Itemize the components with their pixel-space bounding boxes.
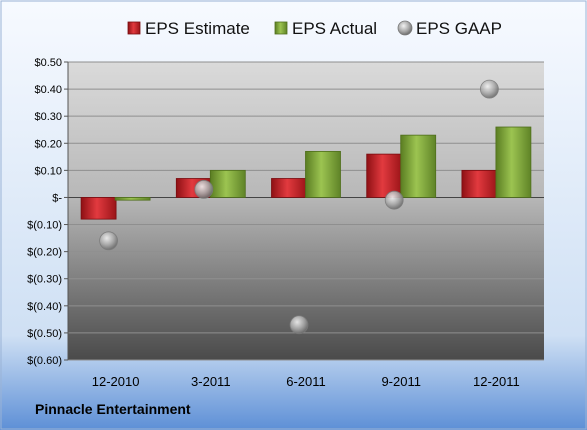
eps-estimate-bar: [271, 178, 307, 198]
legend-swatch: [127, 21, 141, 35]
y-tick-label: $(0.50): [27, 328, 62, 340]
eps-gaap-point: [384, 190, 404, 210]
y-tick-label: $(0.30): [27, 274, 62, 286]
plot-area: [68, 62, 544, 360]
legend: EPS Estimate EPS Actual EPS GAAP: [127, 19, 502, 38]
legend-label: EPS GAAP: [416, 19, 502, 38]
x-axis: 12-2010 3-2011 6-2011 9-2011 12-2011: [92, 374, 520, 389]
x-tick-label: 6-2011: [286, 374, 326, 389]
x-tick-label: 12-2011: [473, 374, 520, 389]
eps-gaap-point: [289, 315, 309, 335]
y-tick-label: $0.50: [34, 57, 62, 69]
eps-gaap-point: [194, 179, 214, 199]
eps-estimate-bar: [80, 197, 117, 220]
legend-estimate: EPS Estimate: [127, 19, 250, 38]
y-tick-label: $(0.10): [27, 220, 62, 232]
legend-swatch: [274, 21, 288, 35]
legend-gaap: EPS GAAP: [397, 19, 502, 38]
bars: [80, 126, 532, 220]
y-tick-label: $(0.40): [27, 301, 62, 313]
y-tick-label: $0.40: [34, 84, 62, 96]
y-tick-label: $(0.60): [27, 355, 62, 367]
y-tick-label: $(0.20): [27, 247, 62, 259]
legend-actual: EPS Actual: [274, 19, 377, 38]
x-tick-label: 9-2011: [381, 374, 421, 389]
company-label: Pinnacle Entertainment: [35, 401, 191, 417]
eps-actual-bar: [114, 197, 151, 201]
x-tick-label: 3-2011: [191, 374, 231, 389]
eps-estimate-bar: [366, 153, 403, 198]
y-tick-label: $-: [52, 192, 62, 204]
eps-estimate-bar: [461, 169, 498, 198]
x-tick-label: 12-2010: [92, 374, 140, 389]
eps-actual-bar: [305, 150, 341, 198]
eps-gaap-point: [479, 79, 499, 99]
legend-swatch: [397, 20, 413, 36]
legend-label: EPS Actual: [292, 19, 377, 38]
eps-actual-bar: [495, 126, 532, 198]
y-tick-label: $0.10: [34, 165, 62, 177]
legend-label: EPS Estimate: [145, 19, 250, 38]
y-tick-label: $0.30: [34, 111, 62, 123]
y-axis: $0.50 $0.40 $0.30 $0.20 $0.10 $- $(0.10) $(0.20…: [27, 57, 68, 367]
gaap-points: [99, 79, 499, 335]
eps-actual-bar: [400, 134, 437, 198]
y-tick-label: $0.20: [34, 138, 62, 150]
eps-gaap-point: [99, 231, 118, 251]
eps-actual-bar: [209, 169, 246, 198]
